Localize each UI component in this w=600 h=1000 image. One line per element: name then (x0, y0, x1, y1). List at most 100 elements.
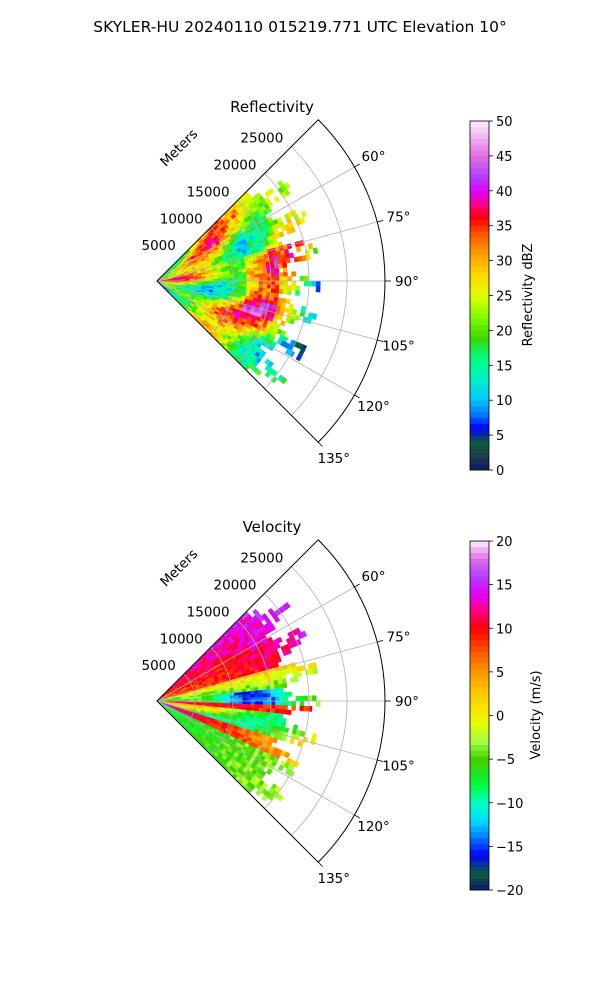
data-cell (270, 684, 276, 690)
radial-tick-label: 15000 (187, 604, 230, 620)
data-cell (254, 700, 260, 705)
data-cell (282, 709, 288, 715)
colorbar-segment (470, 150, 489, 157)
data-cell (250, 270, 256, 275)
data-cell (270, 708, 276, 714)
colorbar-segment (470, 144, 489, 151)
data-cell (275, 280, 280, 286)
data-cell (291, 271, 297, 277)
colorbar-tick-label: 30 (496, 255, 513, 270)
data-cell (238, 700, 243, 705)
colorbar-segment (470, 878, 489, 885)
data-cell (254, 284, 260, 289)
radial-tick-label: 20000 (214, 158, 257, 174)
colorbar-segment (470, 762, 489, 769)
data-cell (286, 289, 292, 296)
colorbar-segment (470, 184, 489, 192)
colorbar-segment (470, 295, 489, 302)
azimuth-tick-label: 75° (387, 629, 411, 645)
colorbar-segment (470, 884, 489, 891)
data-cell (287, 276, 293, 282)
data-cell (258, 693, 264, 698)
data-cell (255, 369, 262, 377)
data-cell (238, 283, 243, 288)
reflectivity-grid (156, 119, 386, 443)
colorbar-segment (470, 785, 489, 792)
colorbar-tick-label: 50 (496, 115, 513, 130)
colorbar-segment (470, 406, 489, 413)
colorbar-segment (470, 791, 489, 798)
data-cell (270, 688, 276, 694)
colorbar-segment (470, 411, 489, 419)
data-cell (300, 210, 308, 218)
colorbar-segment (470, 866, 489, 873)
data-cell (289, 226, 296, 234)
colorbar-segment (470, 872, 489, 879)
data-cell (258, 704, 264, 709)
colorbar-segment (470, 610, 489, 618)
data-cell (242, 274, 248, 279)
data-cell (258, 287, 264, 293)
azimuth-gridline (156, 221, 378, 282)
colorbar-segment (470, 260, 489, 267)
data-cell (275, 276, 280, 282)
data-cell (311, 313, 318, 320)
colorbar-segment (470, 773, 489, 780)
data-cell (233, 692, 239, 696)
azimuth-tick (317, 861, 323, 867)
data-cell (295, 695, 301, 702)
data-cell (258, 284, 264, 289)
data-cell (274, 284, 280, 290)
reflectivity-tick-labels: 60° 75° 90° 105° 120° 135° 5000 10000 15000 20000… (142, 131, 419, 467)
colorbar-segment (470, 855, 489, 862)
data-cell (261, 685, 267, 691)
colorbar-segment (470, 639, 489, 647)
colorbar-segment (470, 464, 489, 471)
data-cell (294, 290, 300, 296)
data-cell (279, 320, 286, 327)
data-cell (289, 318, 295, 325)
data-cell (288, 350, 296, 358)
data-cell (253, 686, 259, 692)
colorbar-segment (470, 802, 489, 809)
velocity-grid (156, 539, 386, 863)
data-cell (274, 688, 280, 694)
data-cell (258, 700, 264, 705)
data-cell (242, 271, 247, 276)
colorbar-segment (470, 196, 489, 203)
colorbar-segment (470, 732, 489, 740)
colorbar-tick-label: 45 (496, 150, 513, 165)
data-cell (295, 245, 302, 253)
data-cell (278, 687, 284, 693)
azimuth-gridline (156, 280, 355, 396)
colorbar-segment (470, 843, 489, 850)
data-cell (316, 280, 321, 287)
colorbar-tick-label: 5 (496, 429, 504, 444)
data-cell (246, 697, 252, 702)
data-cell (270, 284, 276, 290)
data-cell (274, 684, 280, 690)
colorbar-segment (470, 837, 489, 844)
radial-tick-label: 15000 (187, 184, 230, 200)
colorbar-tick-label: 15 (496, 359, 513, 374)
colorbar-segment (470, 552, 489, 559)
radial-tick-label: 5000 (142, 238, 176, 254)
data-cell (291, 705, 297, 711)
reflectivity-colorbar-label: Reflectivity dBZ (521, 244, 536, 347)
colorbar-segment (470, 564, 489, 571)
data-cell (262, 693, 268, 698)
data-cell (258, 707, 264, 713)
radial-tick-label: 10000 (160, 631, 203, 647)
data-cell (282, 262, 288, 269)
colorbar-segment (470, 202, 489, 209)
data-cell (270, 692, 276, 698)
data-cell (249, 687, 255, 692)
data-cell (299, 217, 306, 225)
colorbar-segment (470, 132, 489, 139)
colorbar-tick-label: −20 (496, 884, 523, 899)
data-cell (258, 273, 264, 278)
data-cell (303, 705, 309, 712)
colorbar-segment (470, 541, 489, 548)
data-cell (299, 695, 305, 702)
data-cell (267, 187, 275, 195)
